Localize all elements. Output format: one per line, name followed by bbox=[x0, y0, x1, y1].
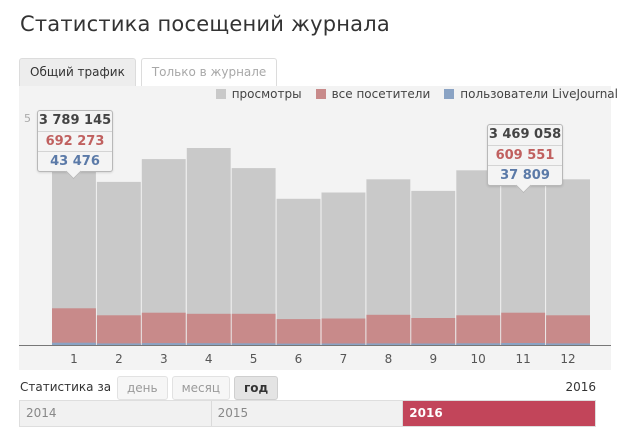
bar-visitors-6[interactable] bbox=[276, 319, 321, 345]
bar-users-12[interactable] bbox=[546, 343, 590, 345]
legend-item-views: просмотры bbox=[215, 87, 302, 101]
bar-visitors-3[interactable] bbox=[141, 312, 186, 345]
period-label: Статистика за bbox=[20, 380, 112, 394]
period-switch: день месяц год bbox=[117, 376, 282, 400]
tooltip-users-value: 43 476 bbox=[38, 151, 112, 171]
bar-visitors-12[interactable] bbox=[546, 315, 590, 345]
bar-users-6[interactable] bbox=[276, 343, 321, 345]
tooltip-month-11: 3 469 058 609 551 37 809 bbox=[487, 124, 563, 186]
bar-visitors-9[interactable] bbox=[411, 318, 456, 345]
bar-users-7[interactable] bbox=[321, 343, 366, 346]
x-tick-label: 12 bbox=[560, 352, 575, 366]
period-year-button[interactable]: год bbox=[234, 376, 279, 400]
tooltip-month-1: 3 789 145 692 273 43 476 bbox=[37, 110, 113, 172]
legend-label-users: пользователи LiveJournal bbox=[460, 87, 618, 101]
year-2014-segment[interactable]: 2014 bbox=[20, 401, 212, 426]
page-title: Статистика посещений журнала bbox=[20, 12, 390, 36]
bar-visitors-4[interactable] bbox=[186, 313, 231, 345]
bar-visitors-5[interactable] bbox=[231, 313, 276, 345]
chart-legend: просмотры все посетители пользователи Li… bbox=[202, 86, 618, 102]
x-tick-label: 6 bbox=[295, 352, 303, 366]
bar-users-9[interactable] bbox=[411, 343, 456, 346]
tooltip-views-value: 3 789 145 bbox=[38, 113, 112, 128]
x-tick-label: 1 bbox=[70, 352, 78, 366]
x-tick-label: 4 bbox=[205, 352, 213, 366]
legend-item-users: пользователи LiveJournal bbox=[444, 87, 618, 101]
y-axis-label: 5 bbox=[24, 112, 31, 125]
bar-views-4[interactable] bbox=[186, 148, 231, 345]
bar-visitors-8[interactable] bbox=[366, 314, 411, 345]
tooltip-visitors-value: 609 551 bbox=[488, 145, 562, 165]
x-tick-label: 8 bbox=[385, 352, 393, 366]
bar-visitors-7[interactable] bbox=[321, 318, 366, 346]
x-tick-label: 11 bbox=[515, 352, 530, 366]
x-tick-label: 5 bbox=[250, 352, 258, 366]
bar-users-3[interactable] bbox=[141, 343, 186, 345]
tooltip-visitors-value: 692 273 bbox=[38, 131, 112, 151]
bar-users-4[interactable] bbox=[186, 343, 231, 345]
x-tick-label: 9 bbox=[429, 352, 437, 366]
bar-users-2[interactable] bbox=[96, 343, 141, 345]
year-2015-segment[interactable]: 2015 bbox=[212, 401, 404, 426]
tab-journal-only[interactable]: Только в журнале bbox=[140, 58, 278, 86]
current-year-label: 2016 bbox=[565, 380, 596, 394]
legend-item-visitors: все посетители bbox=[315, 87, 431, 101]
legend-swatch-users bbox=[444, 89, 455, 99]
traffic-tabs: Общий трафик Только в журнале bbox=[19, 58, 278, 86]
period-month-button[interactable]: месяц bbox=[171, 376, 231, 400]
bar-visitors-2[interactable] bbox=[96, 315, 141, 345]
legend-label-visitors: все посетители bbox=[331, 87, 431, 101]
bar-visitors-10[interactable] bbox=[456, 315, 501, 345]
legend-label-views: просмотры bbox=[231, 87, 302, 101]
bar-users-11[interactable] bbox=[501, 343, 546, 345]
legend-swatch-views bbox=[215, 89, 226, 99]
x-tick-label: 3 bbox=[160, 352, 168, 366]
x-tick-label: 2 bbox=[115, 352, 123, 366]
bar-visitors-1[interactable] bbox=[52, 308, 96, 345]
x-tick-label: 7 bbox=[340, 352, 348, 366]
bar-users-1[interactable] bbox=[52, 342, 96, 345]
tooltip-users-value: 37 809 bbox=[488, 165, 562, 185]
tooltip-views-value: 3 469 058 bbox=[488, 127, 562, 142]
legend-swatch-visitors bbox=[315, 89, 326, 99]
bar-users-8[interactable] bbox=[366, 343, 411, 345]
year-2016-segment[interactable]: 2016 bbox=[403, 401, 595, 426]
x-tick-label: 10 bbox=[471, 352, 486, 366]
year-selector: 2014 2015 2016 bbox=[19, 400, 596, 427]
bar-users-5[interactable] bbox=[231, 343, 276, 345]
period-day-button[interactable]: день bbox=[117, 376, 168, 400]
bar-visitors-11[interactable] bbox=[501, 312, 546, 345]
tab-total-traffic[interactable]: Общий трафик bbox=[19, 58, 136, 86]
bar-users-10[interactable] bbox=[456, 343, 501, 345]
